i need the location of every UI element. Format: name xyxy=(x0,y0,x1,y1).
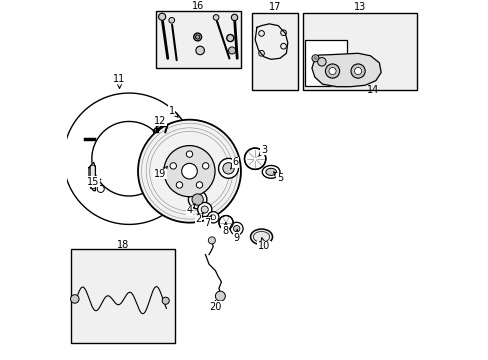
Text: 4: 4 xyxy=(186,204,195,215)
Circle shape xyxy=(159,141,219,201)
Circle shape xyxy=(219,216,233,230)
Bar xyxy=(90,165,95,188)
Ellipse shape xyxy=(193,33,201,41)
Circle shape xyxy=(201,206,208,213)
Circle shape xyxy=(350,64,365,78)
Circle shape xyxy=(244,148,265,170)
Text: 18: 18 xyxy=(117,240,129,250)
Circle shape xyxy=(162,297,169,304)
Circle shape xyxy=(208,237,215,244)
Bar xyxy=(251,13,297,90)
Bar xyxy=(304,40,347,86)
Polygon shape xyxy=(311,53,380,87)
Text: 3: 3 xyxy=(258,145,266,157)
Circle shape xyxy=(354,67,361,75)
Circle shape xyxy=(228,47,235,54)
Circle shape xyxy=(138,120,241,222)
Circle shape xyxy=(223,163,234,174)
Circle shape xyxy=(188,190,206,209)
Circle shape xyxy=(176,182,183,188)
Circle shape xyxy=(215,291,225,301)
Text: 15: 15 xyxy=(87,177,101,187)
Ellipse shape xyxy=(262,166,280,178)
Text: 7: 7 xyxy=(203,215,211,228)
Circle shape xyxy=(210,215,215,220)
Circle shape xyxy=(317,58,325,66)
Circle shape xyxy=(167,153,172,159)
Text: 13: 13 xyxy=(353,2,365,12)
Text: 17: 17 xyxy=(268,2,280,12)
Text: 12: 12 xyxy=(154,116,166,127)
Circle shape xyxy=(182,163,197,179)
Circle shape xyxy=(328,67,335,75)
Text: 9: 9 xyxy=(233,229,239,243)
Text: 20: 20 xyxy=(209,301,221,312)
Text: 5: 5 xyxy=(273,172,283,183)
Circle shape xyxy=(170,163,176,169)
Ellipse shape xyxy=(195,35,200,39)
Bar xyxy=(303,13,416,90)
Text: 6: 6 xyxy=(230,157,238,169)
Text: 2: 2 xyxy=(195,212,203,224)
Circle shape xyxy=(218,158,238,178)
Bar xyxy=(156,12,241,68)
Circle shape xyxy=(196,182,202,188)
Circle shape xyxy=(97,185,104,193)
Circle shape xyxy=(207,212,219,223)
Circle shape xyxy=(192,194,203,205)
Ellipse shape xyxy=(226,35,233,42)
Circle shape xyxy=(231,14,237,21)
Circle shape xyxy=(196,46,204,55)
Text: 19: 19 xyxy=(154,166,167,179)
Circle shape xyxy=(168,17,174,23)
Ellipse shape xyxy=(250,229,272,245)
Text: 1: 1 xyxy=(168,106,178,117)
Circle shape xyxy=(313,57,317,60)
Text: 8: 8 xyxy=(222,222,227,236)
Circle shape xyxy=(213,15,219,20)
Text: 11: 11 xyxy=(113,74,125,89)
Polygon shape xyxy=(89,162,95,191)
Bar xyxy=(70,249,175,343)
Circle shape xyxy=(311,55,318,62)
Circle shape xyxy=(163,145,215,197)
Circle shape xyxy=(325,64,339,78)
Text: 10: 10 xyxy=(257,238,269,251)
Text: 14: 14 xyxy=(366,85,378,95)
Circle shape xyxy=(186,151,192,157)
Circle shape xyxy=(158,13,165,20)
Circle shape xyxy=(197,202,211,217)
Circle shape xyxy=(70,295,79,303)
Ellipse shape xyxy=(265,168,276,175)
Text: 16: 16 xyxy=(192,1,204,11)
Circle shape xyxy=(233,225,240,232)
Circle shape xyxy=(230,222,243,235)
Circle shape xyxy=(202,163,208,169)
